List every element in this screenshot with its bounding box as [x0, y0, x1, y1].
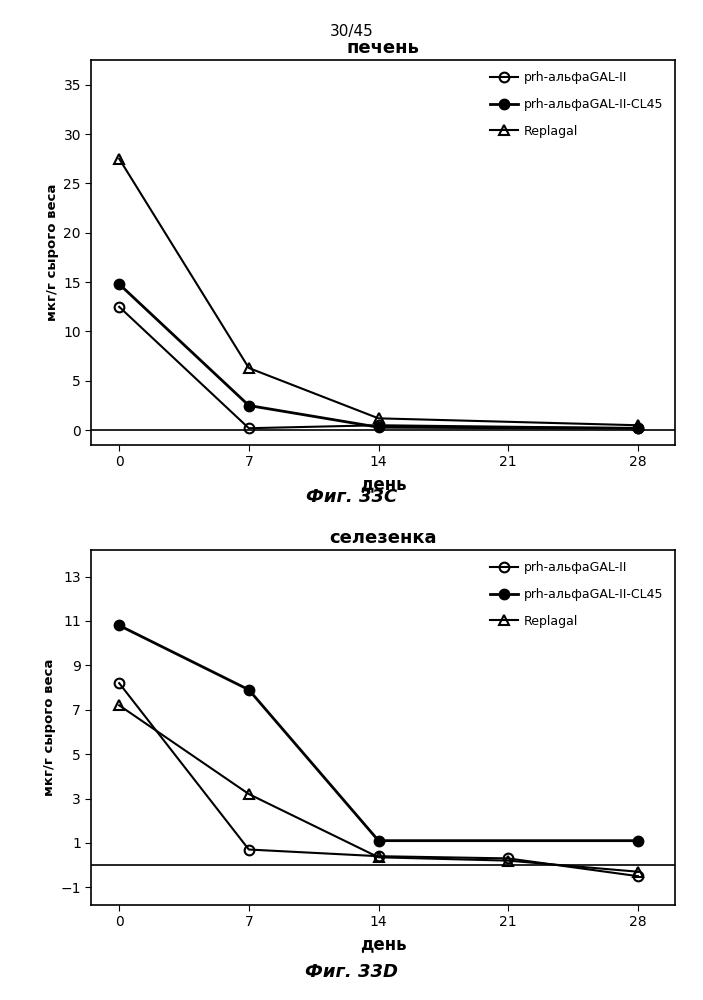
Line: Replagal: Replagal: [115, 154, 643, 430]
Replagal: [245, 788, 253, 800]
X-axis label: день: день: [360, 935, 406, 953]
Replagal: [115, 699, 124, 711]
prh-альфаGAL-II-CL45: [633, 835, 642, 847]
prh-альфаGAL-II: [245, 422, 253, 434]
Y-axis label: мкг/г сырого веса: мкг/г сырого веса: [44, 659, 56, 796]
Line: prh-альфаGAL-II: prh-альфаGAL-II: [115, 302, 643, 433]
prh-альфаGAL-II: [633, 870, 642, 882]
Line: prh-альфаGAL-II-CL45: prh-альфаGAL-II-CL45: [115, 279, 643, 433]
Legend: prh-альфаGAL-II, prh-альфаGAL-II-CL45, Replagal: prh-альфаGAL-II, prh-альфаGAL-II-CL45, R…: [485, 556, 669, 633]
prh-альфаGAL-II: [115, 301, 124, 313]
prh-альфаGAL-II-CL45: [245, 400, 253, 412]
Replagal: [374, 851, 382, 863]
prh-альфаGAL-II: [245, 844, 253, 856]
prh-альфаGAL-II-CL45: [374, 835, 382, 847]
Legend: prh-альфаGAL-II, prh-альфаGAL-II-CL45, Replagal: prh-альфаGAL-II, prh-альфаGAL-II-CL45, R…: [485, 66, 669, 143]
Replagal: [633, 866, 642, 878]
prh-альфаGAL-II: [115, 677, 124, 689]
Replagal: [633, 419, 642, 431]
Title: селезенка: селезенка: [330, 529, 437, 547]
Y-axis label: мкг/г сырого веса: мкг/г сырого веса: [46, 184, 59, 321]
Line: prh-альфаGAL-II: prh-альфаGAL-II: [115, 678, 643, 881]
Text: Фиг. 33D: Фиг. 33D: [305, 963, 398, 981]
prh-альфаGAL-II-CL45: [115, 278, 124, 290]
Replagal: [245, 362, 253, 374]
prh-альфаGAL-II-CL45: [245, 684, 253, 696]
prh-альфаGAL-II: [374, 850, 382, 862]
Text: Фиг. 33C: Фиг. 33C: [306, 488, 397, 506]
Title: печень: печень: [347, 39, 420, 57]
prh-альфаGAL-II-CL45: [115, 619, 124, 631]
Replagal: [374, 412, 382, 424]
X-axis label: день: день: [360, 475, 406, 493]
prh-альфаGAL-II: [504, 852, 512, 864]
Replagal: [115, 153, 124, 165]
prh-альфаGAL-II: [374, 419, 382, 431]
Line: prh-альфаGAL-II-CL45: prh-альфаGAL-II-CL45: [115, 621, 643, 846]
prh-альфаGAL-II-CL45: [374, 421, 382, 433]
Line: Replagal: Replagal: [115, 700, 643, 877]
Text: 30/45: 30/45: [330, 24, 373, 39]
prh-альфаGAL-II: [633, 422, 642, 434]
prh-альфаGAL-II-CL45: [633, 422, 642, 434]
Replagal: [504, 855, 512, 867]
